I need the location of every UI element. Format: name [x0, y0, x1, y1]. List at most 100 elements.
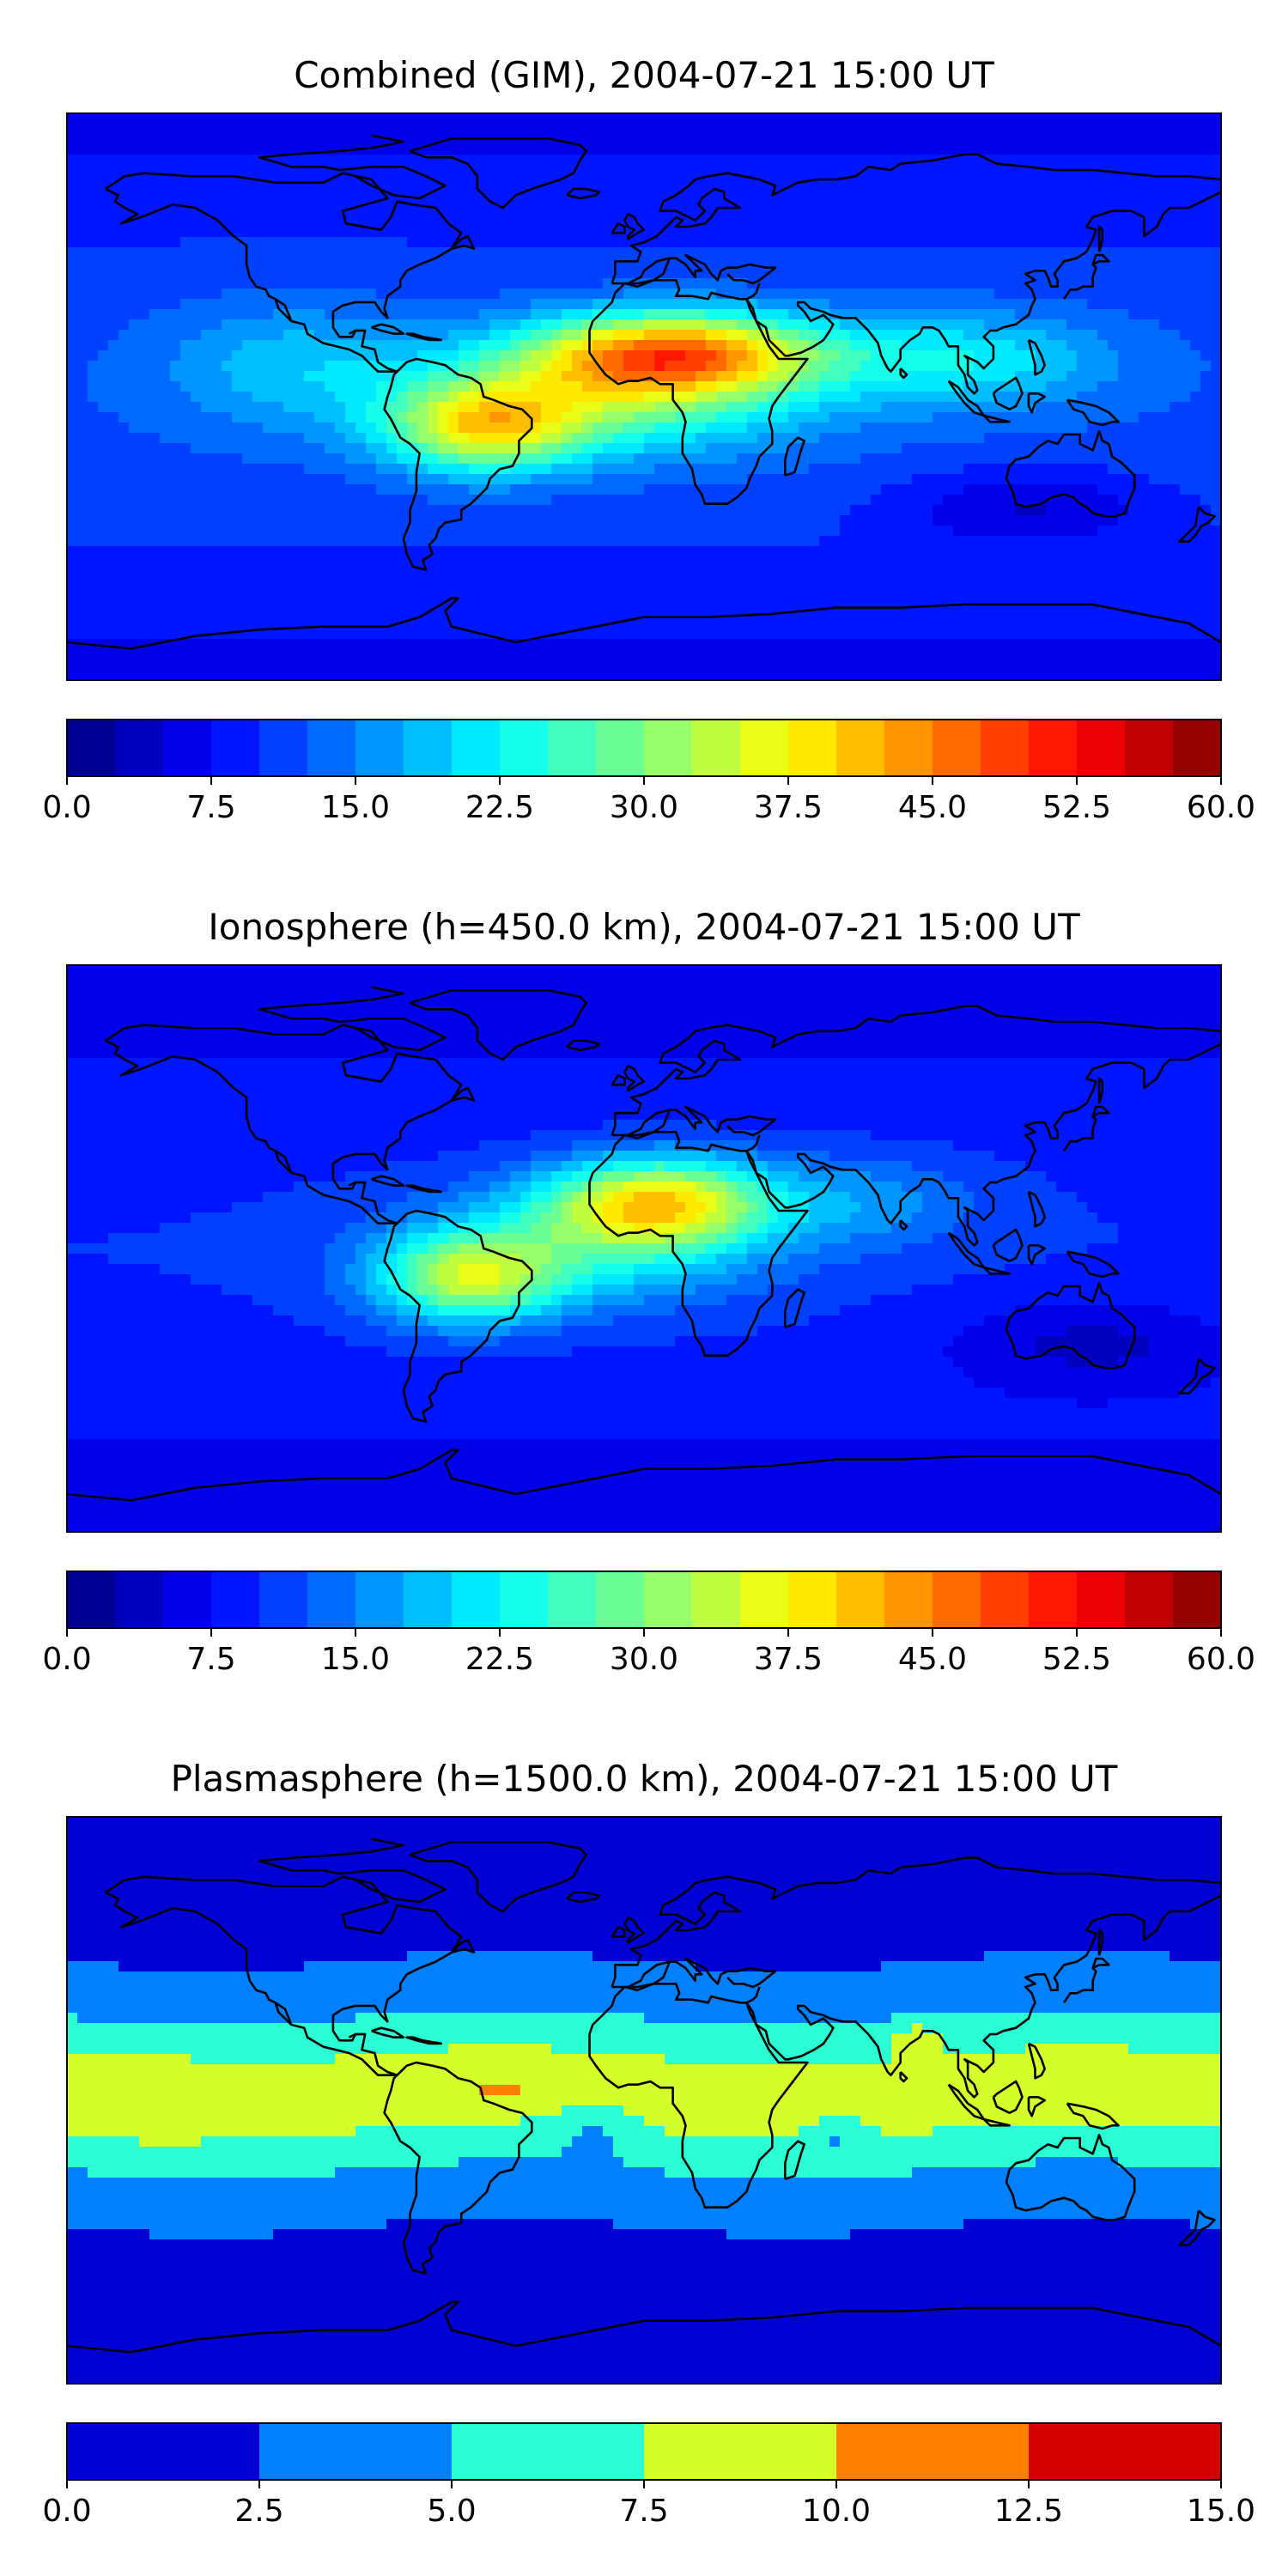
- heatmap-cell: [1128, 330, 1139, 341]
- heatmap-cell: [273, 505, 284, 516]
- heatmap-cell: [922, 185, 933, 197]
- heatmap-cell: [531, 433, 542, 444]
- heatmap-cell: [541, 433, 552, 444]
- heatmap-cell: [1056, 361, 1067, 372]
- heatmap-cell: [1087, 392, 1098, 403]
- heatmap-cell: [1200, 278, 1212, 289]
- heatmap-cell: [551, 484, 562, 495]
- heatmap-cell: [974, 515, 985, 526]
- heatmap-cell: [943, 515, 954, 526]
- heatmap-cell: [654, 443, 665, 454]
- heatmap-cell: [881, 134, 892, 145]
- heatmap-cell: [871, 216, 882, 228]
- heatmap-cell: [304, 464, 315, 475]
- heatmap-cell: [665, 340, 676, 351]
- heatmap-cell: [1005, 536, 1016, 547]
- heatmap-cell: [675, 526, 686, 537]
- heatmap-cell: [304, 495, 315, 506]
- heatmap-cell: [1077, 453, 1088, 465]
- heatmap-cell: [757, 371, 769, 382]
- heatmap-cell: [149, 299, 161, 310]
- heatmap-cell: [592, 546, 604, 557]
- heatmap-cell: [77, 247, 88, 258]
- heatmap-cell: [252, 515, 264, 526]
- heatmap-cell: [551, 546, 562, 557]
- heatmap-cell: [768, 155, 779, 166]
- heatmap-cell: [603, 484, 614, 495]
- heatmap-cell: [479, 330, 490, 341]
- heatmap-cell: [1190, 340, 1201, 351]
- heatmap-cell: [531, 309, 542, 320]
- heatmap-cell: [860, 155, 872, 166]
- heatmap-cell: [459, 361, 470, 372]
- heatmap-cell: [665, 474, 676, 485]
- heatmap-cell: [1211, 361, 1221, 372]
- heatmap-cell: [1200, 134, 1212, 145]
- heatmap-cell: [417, 402, 428, 413]
- heatmap-cell: [149, 196, 161, 207]
- heatmap-cell: [902, 144, 913, 155]
- heatmap-cell: [170, 392, 181, 403]
- heatmap-cell: [283, 556, 295, 568]
- heatmap-cell: [572, 227, 583, 238]
- heatmap-cell: [943, 165, 954, 176]
- heatmap-cell: [902, 175, 913, 186]
- heatmap-cell: [747, 484, 758, 495]
- heatmap-cell: [520, 515, 532, 526]
- heatmap-cell: [88, 134, 99, 145]
- heatmap-cell: [984, 495, 995, 506]
- heatmap-cell: [747, 422, 758, 434]
- heatmap-cell: [541, 278, 552, 289]
- heatmap-cell: [397, 247, 408, 258]
- heatmap-cell: [1180, 433, 1191, 444]
- heatmap-cell: [592, 175, 604, 186]
- heatmap-cell: [98, 556, 109, 568]
- heatmap-cell: [747, 206, 758, 217]
- heatmap-cell: [108, 536, 119, 547]
- heatmap-cell: [829, 268, 841, 279]
- heatmap-cell: [242, 412, 253, 423]
- heatmap-cell: [294, 216, 305, 228]
- heatmap-cell: [294, 464, 305, 475]
- heatmap-cell: [675, 536, 686, 547]
- heatmap-cell: [850, 196, 861, 207]
- heatmap-cell: [1159, 124, 1170, 135]
- heatmap-cell: [1108, 340, 1119, 351]
- heatmap-cell: [654, 340, 665, 351]
- heatmap-cell: [139, 381, 150, 392]
- heatmap-cell: [582, 371, 593, 382]
- heatmap-cell: [489, 258, 501, 269]
- heatmap-cell: [520, 474, 532, 485]
- heatmap-cell: [902, 289, 913, 300]
- heatmap-cell: [77, 258, 88, 269]
- heatmap-cell: [479, 536, 490, 547]
- heatmap-cell: [850, 361, 861, 372]
- heatmap-cell: [428, 350, 439, 361]
- heatmap-cell: [232, 124, 243, 135]
- heatmap-cell: [263, 474, 274, 485]
- heatmap-cell: [592, 526, 604, 537]
- heatmap-cell: [1005, 185, 1016, 197]
- heatmap-cell: [531, 567, 542, 578]
- heatmap-cell: [551, 258, 562, 269]
- heatmap-cell: [149, 227, 161, 238]
- heatmap-cell: [922, 484, 933, 495]
- heatmap-cell: [799, 371, 810, 382]
- heatmap-cell: [768, 237, 779, 248]
- heatmap-cell: [1170, 422, 1181, 434]
- heatmap-cell: [1200, 185, 1212, 197]
- heatmap-cell: [696, 330, 707, 341]
- heatmap-cell: [469, 422, 480, 434]
- heatmap-cell: [1046, 113, 1057, 125]
- heatmap-cell: [953, 371, 964, 382]
- heatmap-cell: [222, 155, 233, 166]
- heatmap-cell: [974, 216, 985, 228]
- heatmap-cell: [510, 474, 521, 485]
- heatmap-cell: [592, 247, 604, 258]
- heatmap-cell: [108, 526, 119, 537]
- heatmap-cell: [129, 165, 140, 176]
- heatmap-cell: [1025, 546, 1036, 557]
- heatmap-cell: [500, 567, 511, 578]
- heatmap-cell: [510, 216, 521, 228]
- heatmap-cell: [469, 247, 480, 258]
